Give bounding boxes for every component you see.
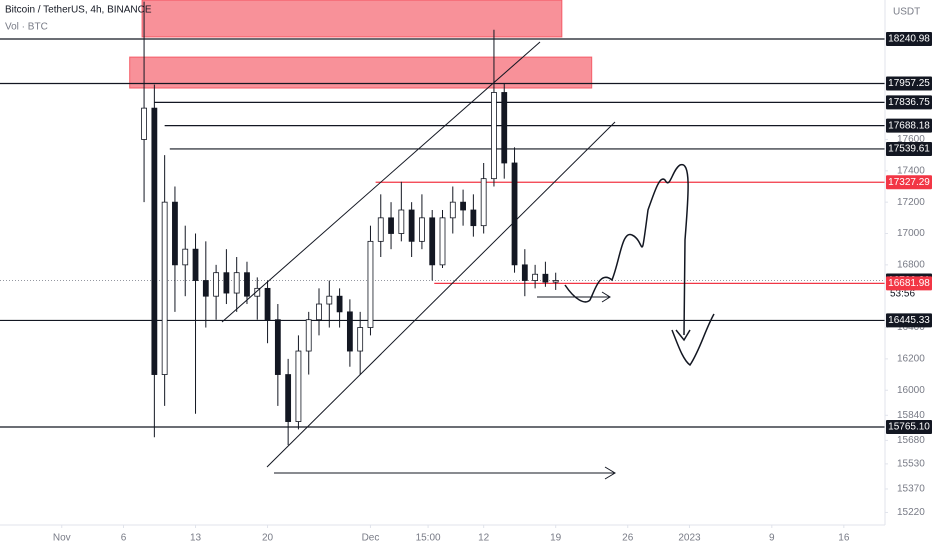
candle-body: [336, 295, 343, 313]
x-tick-label: Nov: [53, 533, 71, 544]
candle-body: [388, 217, 394, 234]
candle-body: [408, 209, 415, 242]
countdown: 53:56: [890, 289, 915, 300]
price-label: 17957.25: [888, 78, 930, 89]
candle-body: [213, 272, 220, 297]
price-label-box: [886, 175, 932, 190]
candle-body: [346, 311, 353, 352]
candle-body: [316, 303, 322, 321]
candle-body: [439, 217, 446, 266]
y-tick-label: 16000: [897, 385, 925, 396]
x-tick-label: 6: [121, 533, 127, 544]
candle-body: [161, 201, 168, 375]
x-tick-label: 12: [478, 533, 490, 544]
price-label-box: [886, 276, 932, 291]
price-label: 15765.10: [888, 422, 930, 433]
candle-body: [254, 287, 261, 297]
countdown-box: [886, 287, 932, 301]
candle-body: [305, 319, 312, 352]
y-tick-label: 15680: [897, 435, 925, 446]
candle-body: [542, 273, 549, 283]
price-label: 17688.18: [888, 120, 930, 131]
y-tick-label: 15530: [897, 459, 925, 470]
price-label-box: [886, 118, 932, 133]
price-label-box: [886, 95, 932, 110]
candle-body: [192, 248, 199, 281]
candle-body: [552, 280, 559, 283]
candle-body: [141, 107, 147, 140]
candle-body: [449, 201, 456, 219]
x-tick-label: 9: [769, 533, 775, 544]
price-label-box: [886, 141, 932, 156]
candle-body: [532, 273, 539, 281]
y-tick-label: 16400: [897, 322, 925, 333]
subtitle: Vol · BTC: [5, 22, 48, 33]
candle-body: [501, 92, 508, 164]
price-label: 17327.29: [888, 177, 930, 188]
x-tick-label: 26: [622, 533, 634, 544]
x-tick-label: 19: [550, 533, 562, 544]
candle-body: [151, 107, 158, 375]
arrow: [537, 291, 611, 303]
x-tick-label: Dec: [362, 533, 380, 544]
candle-body: [480, 178, 487, 227]
candle-body: [295, 350, 302, 422]
candle-body: [419, 217, 425, 242]
channel-upper: [221, 41, 541, 323]
candle-body: [398, 209, 405, 234]
candle-body: [202, 280, 209, 297]
candle-body: [285, 374, 292, 422]
candle-body: [511, 162, 518, 266]
candle-body: [172, 201, 178, 266]
candle-body: [326, 295, 333, 305]
y-tick-label: 15370: [897, 484, 925, 495]
candle-body: [264, 287, 271, 321]
y-tick-label: 17200: [897, 197, 925, 208]
candle-body: [470, 209, 477, 227]
y-tick-label: 17400: [897, 165, 925, 176]
candle-body: [491, 92, 497, 180]
candle-body: [460, 201, 466, 211]
price-label-box: [886, 313, 932, 328]
candle-body: [429, 217, 436, 266]
price-label: 17539.61: [888, 144, 930, 155]
y-tick-label: 15220: [897, 507, 925, 518]
price-label: 17836.75: [888, 97, 930, 108]
x-tick-label: 16: [838, 533, 850, 544]
axis-unit: USDT: [893, 7, 920, 18]
candle-body: [182, 248, 189, 266]
candle-body: [233, 272, 240, 294]
y-tick-label: 17000: [897, 228, 925, 239]
candle-body: [244, 272, 250, 297]
channel-lower: [266, 121, 616, 468]
price-label: 18240.98: [888, 34, 930, 45]
price-label-box: [886, 420, 932, 435]
price-label-box: [886, 76, 932, 91]
chart-title: Bitcoin / TetherUS, 4h, BINANCE: [5, 5, 152, 16]
y-tick-label: 16200: [897, 354, 925, 365]
zone: [141, 0, 563, 38]
price-label: 16445.33: [888, 315, 930, 326]
drawings: [221, 41, 715, 480]
candle-body: [274, 319, 281, 375]
candle-body: [521, 264, 528, 281]
x-tick-label: 20: [262, 533, 274, 544]
y-tick-label: 17600: [897, 134, 925, 145]
x-tick-label: 13: [190, 533, 202, 544]
y-tick-label: 16800: [897, 259, 925, 270]
y-tick-label: 15840: [897, 410, 925, 421]
x-tick-label: 2023: [678, 533, 701, 544]
candle-body: [357, 327, 364, 352]
candle-body: [223, 272, 230, 294]
x-tick-label: 15:00: [416, 533, 441, 544]
candle-body: [367, 240, 374, 328]
arrow: [274, 466, 616, 480]
candle-body: [377, 217, 384, 242]
plot-area: [0, 0, 885, 446]
freehand-path: [564, 164, 715, 367]
price-label: 16681.98: [888, 278, 930, 289]
price-label-box: [886, 32, 932, 47]
